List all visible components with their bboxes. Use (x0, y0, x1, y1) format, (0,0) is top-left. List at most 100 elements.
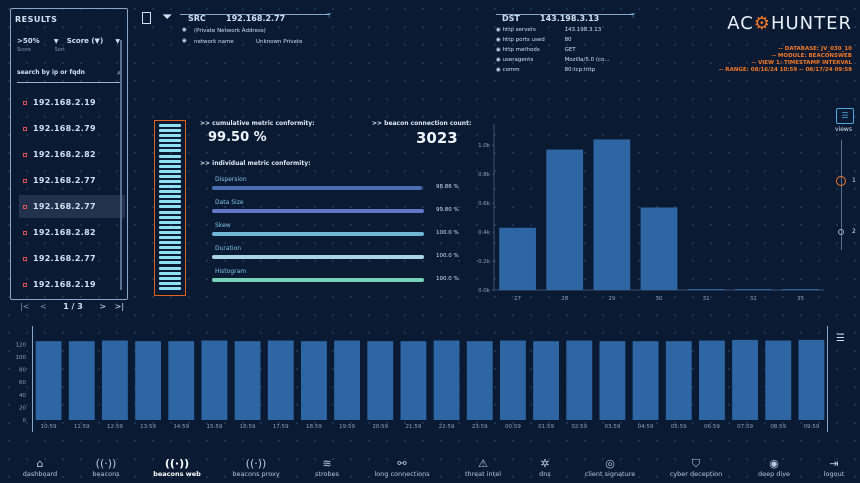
next-page-icon[interactable]: > (99, 302, 107, 311)
chart-bar (593, 139, 631, 290)
range-label: -- RANGE: 08/16/24 10:59 -- 08/17/24 09:… (718, 67, 852, 73)
nav-logout[interactable]: ⇥ logout (818, 457, 850, 478)
chart-bar (101, 340, 128, 420)
nav-dashboard[interactable]: ⌂ dashboard (20, 457, 60, 478)
search-input[interactable]: search by ip or fqdn ⌕ (17, 69, 121, 83)
dst-ip[interactable]: 143.198.3.13 (540, 14, 600, 23)
y-tick-label: 120 (16, 342, 27, 348)
views-label: views (835, 126, 852, 133)
metric-row: Skew 100.0 % (212, 222, 462, 240)
nav-strobes[interactable]: ≋ strobes (306, 457, 348, 478)
list-item[interactable]: 192.168.2.82 (19, 143, 125, 166)
metric-name: Duration (215, 245, 242, 252)
meter-segment (159, 251, 181, 255)
filter-icon[interactable]: ⊤ (326, 12, 333, 20)
meter-segment (159, 205, 181, 209)
status-icon (23, 205, 27, 209)
view-option-1[interactable] (836, 176, 846, 186)
chevron-down-icon[interactable]: ▼ (53, 38, 59, 45)
score-filter-select[interactable]: >50% (17, 37, 40, 45)
x-tick-label: 10:59 (41, 424, 57, 430)
meter-segment (159, 225, 181, 229)
x-tick-label: 06:59 (704, 424, 720, 430)
results-list: 192.168.2.19 192.168.2.79 192.168.2.82 1… (19, 91, 125, 299)
chart-bar (566, 340, 593, 420)
results-title: RESULTS (15, 15, 58, 24)
meter-segment (159, 149, 181, 153)
filter-icon[interactable]: ⊤ (630, 12, 637, 20)
metric-value: 100.0 % (436, 230, 459, 236)
src-ip[interactable]: 192.168.2.77 (226, 14, 286, 23)
menu-icon[interactable]: ☰ (836, 333, 845, 344)
sort-select[interactable]: Score (▼) (66, 37, 104, 45)
x-tick-label: 02:59 (571, 424, 587, 430)
meter-segment (159, 180, 181, 183)
cumulative-value: 99.50 % (208, 130, 267, 145)
dns-icon: ✲ (540, 457, 550, 470)
list-item[interactable]: 192.168.2.19 (19, 273, 125, 296)
meter-segment (159, 124, 181, 127)
list-item[interactable]: 192.168.2.77 (19, 169, 125, 192)
metric-bar (212, 209, 424, 213)
list-item[interactable]: 192.168.2.79 (19, 117, 125, 140)
view-label: -- VIEW 1: TIMESTAMP INTERVAL (751, 60, 853, 66)
nav-client-signature[interactable]: ◎ client signature (580, 457, 640, 478)
list-item[interactable]: 192.168.2.77 (19, 247, 125, 270)
scrollbar[interactable] (120, 40, 122, 290)
filter-icon[interactable]: ⏷ (162, 10, 173, 25)
nav-beacons-web[interactable]: ((·)) beacons web (150, 457, 204, 478)
nav-long-connections[interactable]: ⚯ long connections (370, 457, 434, 478)
globe-icon: ◉ (496, 67, 501, 73)
views-slider[interactable] (841, 140, 842, 250)
nav-deep-dive[interactable]: ◉ deep dive (752, 457, 796, 478)
fingerprint-icon: ◎ (605, 457, 615, 470)
meter-segment (159, 195, 181, 199)
chart-bar (400, 341, 427, 420)
view-option-2[interactable] (838, 229, 844, 235)
dst-row: ◉ http servers 143.198.3.13 (496, 27, 602, 33)
daily-bar-chart: 0.0k 0.2k 0.4k 0.6k 0.8k 1.0k 27 28 29 30 31 32 33 (478, 124, 824, 302)
y-tick-label: 0.0k (478, 288, 491, 294)
metric-row: Dispersion 98.86 % (212, 176, 462, 194)
chevron-down-icon[interactable]: ▼ (115, 38, 120, 45)
nav-threat-intel[interactable]: ⚠ threat intel (458, 457, 508, 478)
sort-label: Sort (54, 47, 65, 53)
status-icon (23, 101, 27, 105)
last-page-icon[interactable]: >| (114, 302, 125, 311)
page-indicator: 1 / 3 (63, 302, 83, 311)
status-icon (23, 231, 27, 235)
meter-segment (159, 159, 181, 163)
search-icon[interactable]: ⌕ (117, 69, 121, 78)
list-item[interactable]: 192.168.2.19 (19, 91, 125, 114)
y-tick-label: 0.2k (478, 259, 491, 265)
prev-page-icon[interactable]: < (39, 302, 47, 311)
chart-bar (734, 289, 772, 290)
views-list-icon[interactable]: ☰ (836, 108, 854, 124)
filter-label: Score (17, 47, 32, 53)
chart-bar (499, 340, 526, 420)
globe-icon: ◉ (496, 37, 501, 43)
nav-dns[interactable]: ✲ dns (530, 457, 560, 478)
metric-value: 98.86 % (436, 184, 459, 190)
count-value: 3023 (416, 129, 458, 147)
chart-bar (499, 227, 536, 290)
nav-cyber-deception[interactable]: ⛉ cyber deception (666, 457, 726, 478)
database-label: -- DATABASE: JV_030_10 (778, 46, 852, 52)
list-item-selected[interactable]: 192.168.2.77 (19, 195, 125, 218)
first-page-icon[interactable]: |< (20, 302, 30, 311)
chart-bar (765, 340, 792, 420)
export-icon[interactable] (142, 12, 151, 24)
strobe-icon: ≋ (322, 457, 332, 470)
nav-beacons[interactable]: ((·)) beacons (84, 457, 128, 478)
list-item[interactable]: 192.168.2.82 (19, 221, 125, 244)
network-icon: ◉ (182, 27, 187, 33)
meter-segment (159, 144, 181, 148)
meter-segment (159, 266, 181, 270)
count-label: >> beacon connection count: (372, 120, 472, 127)
x-tick-label: 21:59 (405, 424, 421, 430)
dst-row: ◉ http methods GET (496, 47, 576, 53)
nav-beacons-proxy[interactable]: ((·)) beacons proxy (226, 457, 286, 478)
x-tick-label: 13:59 (140, 424, 156, 430)
meter-segment (159, 139, 181, 143)
x-tick-label: 33 (797, 296, 804, 302)
